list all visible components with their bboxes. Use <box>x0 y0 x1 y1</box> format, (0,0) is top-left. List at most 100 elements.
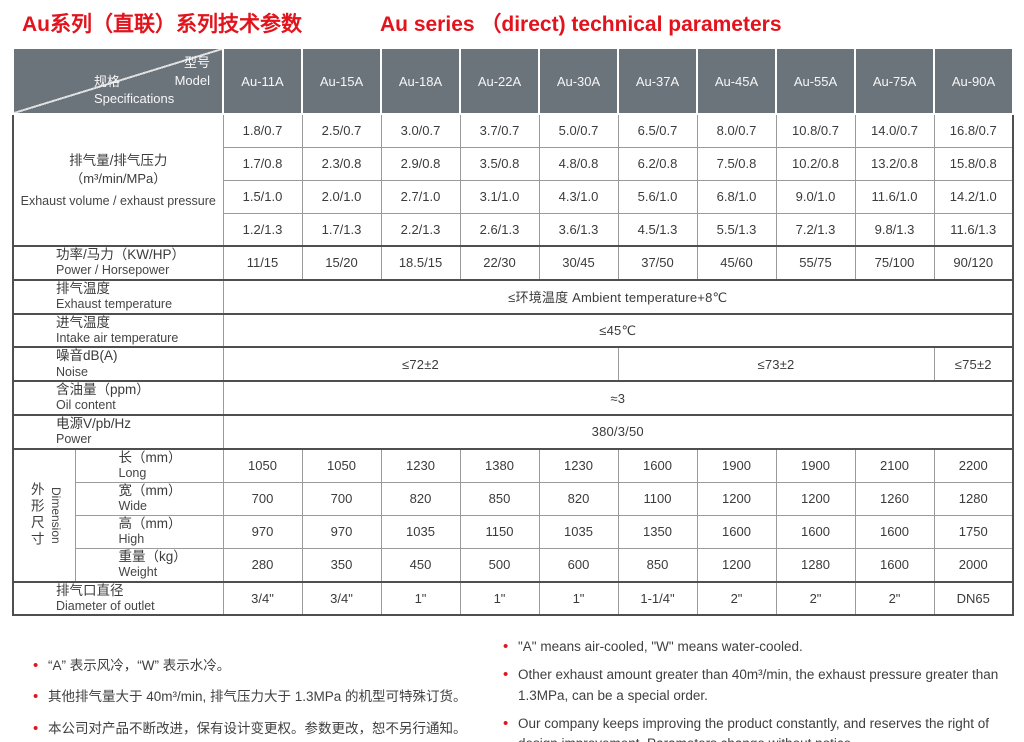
value-cell: 1050 <box>301 447 382 483</box>
value-cell: 10.8/0.7 <box>775 113 856 148</box>
value-cell: 55/75 <box>775 245 856 281</box>
value-cell: 16.8/0.7 <box>933 113 1014 148</box>
model-header: Au-15A <box>301 47 382 115</box>
exhaust-label-formula: （m³/min/MPa） <box>70 171 167 187</box>
footnotes-en: • "A" means air-cooled, "W" means water-… <box>503 637 1011 742</box>
dimension-row-high: 高（mm） High 970 970 1035 1150 1035 1350 1… <box>13 514 1014 549</box>
value-cell: 450 <box>380 547 461 583</box>
noise-row: 噪音dB(A) Noise ≤72±2 ≤73±2 ≤75±2 <box>12 346 1014 382</box>
value-cell: 1260 <box>854 481 935 516</box>
value-cell: 3/4" <box>222 580 303 616</box>
model-header: Au-37A <box>617 47 698 115</box>
value-cell: 30/45 <box>538 245 619 281</box>
value-cell: 1200 <box>775 481 856 516</box>
value-cell: 6.2/0.8 <box>617 146 698 181</box>
bullet-icon: • <box>503 638 509 655</box>
value-cell: 1280 <box>933 481 1014 516</box>
bullet-icon: • <box>503 666 509 684</box>
row-label-wide: 宽（mm） Wide <box>74 481 224 516</box>
row-label-weight: 重量（kg） Weight <box>74 547 224 583</box>
value-cell: 9.8/1.3 <box>854 212 935 247</box>
value-cell: 1050 <box>222 447 303 483</box>
corner-spec-label: 规格 Specifications <box>94 73 174 108</box>
value-cell: 2100 <box>854 447 935 483</box>
outlet-label-en: Diameter of outlet <box>56 598 155 613</box>
model-header: Au-22A <box>459 47 540 115</box>
model-header: Au-45A <box>696 47 777 115</box>
value-cell: 15.8/0.8 <box>933 146 1014 181</box>
exhaust-temp-row: 排气温度 Exhaust temperature ≤环境温度 Ambient t… <box>12 278 1014 315</box>
value-cell: 22/30 <box>459 245 540 281</box>
row-label-high: 高（mm） High <box>74 514 224 549</box>
value-cell: DN65 <box>933 580 1014 616</box>
exhaust-temp-label-en: Exhaust temperature <box>56 297 173 311</box>
value-cell: 1.7/1.3 <box>301 212 382 247</box>
value-cell: 970 <box>301 514 382 549</box>
note-text: 本公司对产品不断改进，保有设计变更权。参数更改，恕不另行通知。 <box>48 720 467 736</box>
value-cell: 4.5/1.3 <box>617 212 698 247</box>
outlet-label-zh: 排气口直径 <box>56 582 124 598</box>
value-cell: 2.0/1.0 <box>301 179 382 214</box>
value-cell: 1.8/0.7 <box>222 113 303 148</box>
value-cell: 2.9/0.8 <box>380 146 461 181</box>
bullet-icon: • <box>33 657 39 674</box>
page-title-zh: Au系列（直联）系列技术参数 <box>22 13 302 36</box>
high-label-en: High <box>118 531 145 546</box>
value-cell: 3.6/1.3 <box>538 212 619 247</box>
value-cell: 1600 <box>854 514 935 549</box>
value-cell: 3.1/1.0 <box>459 179 540 214</box>
value-cell: 1600 <box>775 514 856 549</box>
weight-label-zh: 重量（kg） <box>118 548 187 564</box>
value-cell: 3.7/0.7 <box>459 113 540 148</box>
wide-label-en: Wide <box>118 498 147 513</box>
header-row: 型号 Model 规格 Specifications Au-11A Au-15A… <box>12 47 1014 115</box>
value-cell: 2000 <box>933 547 1014 583</box>
value-cell: 380/3/50 <box>222 414 1014 450</box>
value-cell: 1900 <box>696 447 777 483</box>
model-header: Au-75A <box>854 47 935 115</box>
footnotes-zh: • “A” 表示风冷，“W” 表示水冷。 • 其他排气量大于 40m³/min,… <box>33 656 483 742</box>
value-cell: 9.0/1.0 <box>775 179 856 214</box>
power-supply-label-en: Power <box>56 432 92 447</box>
value-cell: 700 <box>222 481 303 516</box>
value-cell: 7.5/0.8 <box>696 146 777 181</box>
exhaust-row-0.8: 1.7/0.8 2.3/0.8 2.9/0.8 3.5/0.8 4.8/0.8 … <box>13 146 1014 181</box>
power-supply-label-zh: 电源V/pb/Hz <box>56 416 132 432</box>
value-cell: 5.0/0.7 <box>538 113 619 148</box>
model-header: Au-11A <box>222 47 303 115</box>
value-cell: 4.3/1.0 <box>538 179 619 214</box>
row-label-exhaust-temp: 排气温度 Exhaust temperature <box>12 278 224 315</box>
note-item: • "A" means air-cooled, "W" means water-… <box>503 637 1011 657</box>
value-cell: 1200 <box>696 547 777 583</box>
value-cell: 1100 <box>617 481 698 516</box>
value-cell: 1.7/0.8 <box>222 146 303 181</box>
exhaust-row-1.3: 1.2/1.3 1.7/1.3 2.2/1.3 2.6/1.3 3.6/1.3 … <box>13 212 1014 247</box>
note-text: 其他排气量大于 40m³/min, 排气压力大于 1.3MPa 的机型可特殊订货… <box>48 689 467 705</box>
value-cell: 1-1/4" <box>617 580 698 616</box>
value-cell: 500 <box>459 547 540 583</box>
dimension-group-zh: 外形尺寸 <box>28 482 44 549</box>
value-cell: 1350 <box>617 514 698 549</box>
power-supply-row: 电源V/pb/Hz Power 380/3/50 <box>12 414 1014 450</box>
power-label-zh: 功率/马力（KW/HP） <box>56 247 186 262</box>
value-cell: 1900 <box>775 447 856 483</box>
value-cell: 75/100 <box>854 245 935 281</box>
value-cell: 850 <box>617 547 698 583</box>
value-cell: 6.5/0.7 <box>617 113 698 148</box>
power-row: 功率/马力（KW/HP） Power / Horsepower 11/15 15… <box>12 245 1014 281</box>
value-cell: 1200 <box>696 481 777 516</box>
value-cell: 1600 <box>696 514 777 549</box>
value-cell: 8.0/0.7 <box>696 113 777 148</box>
intake-temp-row: 进气温度 Intake air temperature ≤45℃ <box>12 312 1014 348</box>
intake-temp-label-en: Intake air temperature <box>56 330 179 345</box>
value-cell: 5.6/1.0 <box>617 179 698 214</box>
value-cell: 970 <box>222 514 303 549</box>
intake-temp-label-zh: 进气温度 <box>56 314 110 330</box>
corner-spec-zh: 规格 <box>94 73 121 89</box>
value-cell: ≤45℃ <box>222 312 1014 348</box>
value-cell: 7.2/1.3 <box>775 212 856 247</box>
corner-model-en: Model <box>174 72 210 88</box>
dimension-row-long: 外形尺寸 Dimension 长（mm） Long 1050 1050 1230… <box>12 447 1014 582</box>
bullet-icon: • <box>33 719 39 737</box>
exhaust-label-zh: 排气量/排气压力 <box>69 153 168 169</box>
